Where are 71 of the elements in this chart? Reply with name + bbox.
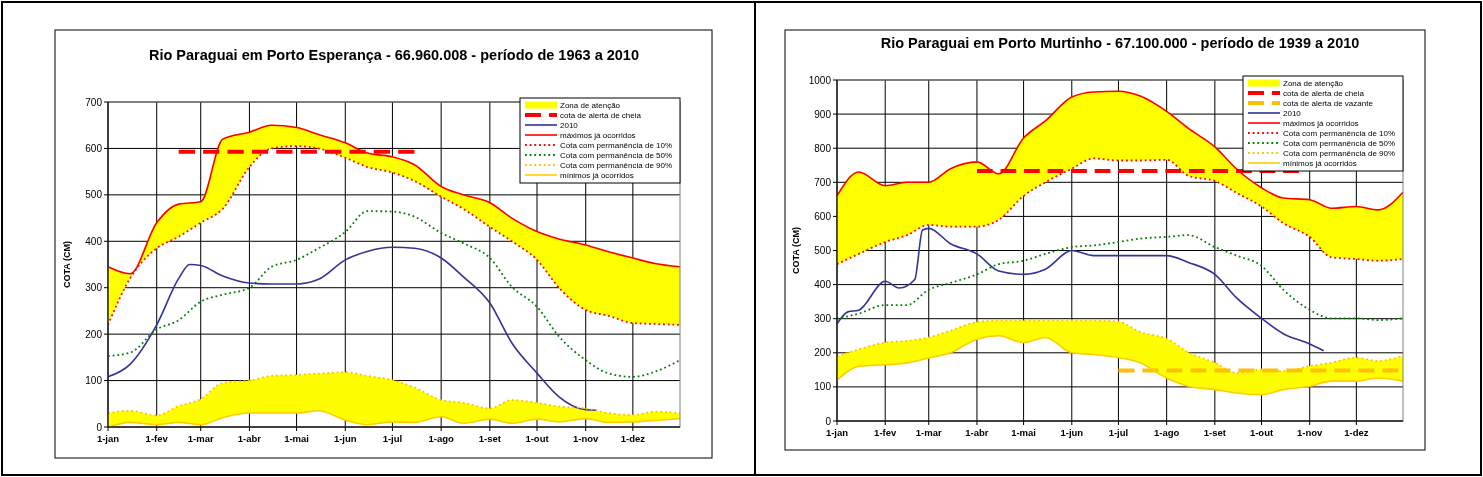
y-tick-label: 400 [85, 235, 103, 247]
y-tick-label: 200 [814, 347, 832, 359]
y-axis-title: COTA (CM) [62, 241, 72, 288]
x-tick-label: 1-jul [382, 433, 403, 444]
y-tick-label: 600 [814, 210, 832, 222]
x-tick-label: 1-jun [1060, 427, 1084, 438]
y-tick-label: 900 [814, 108, 832, 120]
y-tick-label: 700 [814, 176, 832, 188]
chart-title: Rio Paraguai em Porto Murtinho - 67.100.000 - período de 1939 a 2010 [880, 35, 1360, 51]
legend-label: 2010 [560, 121, 579, 130]
y-tick-label: 300 [85, 282, 103, 294]
x-tick-label: 1-jan [96, 433, 120, 444]
legend-label: máximos já ocorridos [1283, 119, 1359, 128]
x-tick-label: 1-jan [825, 427, 849, 438]
y-tick-label: 500 [85, 189, 103, 201]
line-series [836, 90, 1404, 211]
x-tick-label: 1-nov [1297, 427, 1324, 438]
line-series [836, 157, 1404, 266]
x-tick-label: 1-set [1203, 427, 1227, 438]
x-tick-label: 1-jul [1108, 427, 1129, 438]
y-tick-label: 800 [814, 142, 832, 154]
legend-label: mínimos já ocorridos [560, 171, 634, 180]
legend-label: Cota com permanência de 90% [560, 161, 673, 170]
x-tick-label: 1-ago [428, 433, 454, 444]
line-series [836, 334, 1404, 396]
line-series [107, 246, 598, 412]
x-tick-label: 1-mar [187, 433, 214, 444]
y-tick-label: 100 [814, 381, 832, 393]
line-series [107, 210, 681, 378]
y-tick-label: 0 [96, 421, 103, 433]
y-tick-label: 400 [814, 279, 832, 291]
legend-label: máximos já ocorridos [560, 131, 636, 140]
y-tick-label: 300 [814, 313, 832, 325]
line-series [836, 234, 1404, 321]
legend-label: cota de alerta de vazante [1283, 99, 1374, 108]
legend-label: Cota com permanência de 10% [1283, 129, 1396, 138]
y-tick-label: 700 [85, 96, 103, 108]
legend-label: Cota com permanência de 90% [1283, 149, 1396, 158]
x-tick-label: 1-jun [333, 433, 357, 444]
line-series [836, 227, 1325, 352]
y-tick-label: 200 [85, 328, 103, 340]
y-tick-label: 100 [85, 375, 103, 387]
x-tick-label: 1-out [525, 433, 550, 444]
x-tick-label: 1-set [478, 433, 502, 444]
x-tick-label: 1-dez [620, 433, 646, 444]
legend-label: Cota com permanência de 10% [560, 141, 673, 150]
x-tick-label: 1-abr [965, 427, 989, 438]
legend-label: Zona de atenção [560, 101, 621, 110]
x-tick-label: 1-abr [237, 433, 262, 444]
legend-label: 2010 [1283, 109, 1302, 118]
x-tick-label: 1-nov [573, 433, 600, 444]
legend-label: Cota com permanência de 50% [1283, 139, 1396, 148]
x-tick-label: 1-fev [145, 433, 169, 444]
x-tick-label: 1-fev [874, 427, 897, 438]
x-tick-label: 1-ago [1153, 427, 1180, 438]
y-tick-label: 600 [85, 142, 103, 154]
legend-label: mínimos já ocorridos [1283, 159, 1357, 168]
x-tick-label: 1-mar [915, 427, 942, 438]
x-tick-label: 1-dez [1344, 427, 1369, 438]
legend-label: Cota com permanência de 50% [560, 151, 673, 160]
x-tick-label: 1-mai [284, 433, 309, 444]
y-tick-label: 500 [814, 245, 832, 256]
y-axis-title: COTA (CM) [791, 227, 801, 274]
y-tick-label: 0 [825, 415, 832, 427]
chart-title: Rio Paraguai em Porto Esperança - 66.960.008 - período de 1963 a 2010 [148, 47, 640, 63]
legend-label: Zona de atenção [1283, 79, 1344, 88]
x-tick-label: 1-out [1249, 427, 1274, 438]
legend-label: cota de alerta de cheia [560, 111, 642, 120]
x-tick-label: 1-mai [1011, 427, 1037, 438]
legend-label: cota de alerta de cheia [1283, 89, 1365, 98]
y-tick-label: 1000 [808, 74, 832, 86]
